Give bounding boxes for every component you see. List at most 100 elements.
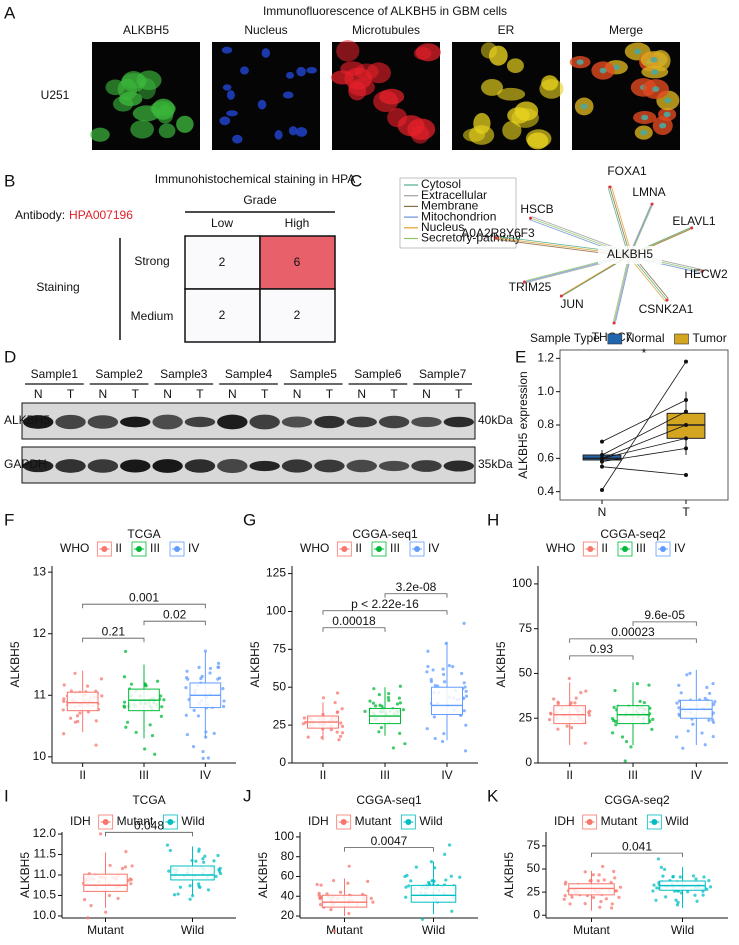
jitter-point	[129, 878, 133, 882]
panel-letter: C	[350, 171, 362, 190]
chart-title: TCGA	[127, 527, 160, 541]
jitter-point	[377, 693, 381, 697]
y-tick-label: 12.0	[33, 826, 57, 840]
jitter-point	[335, 730, 339, 734]
jitter-point	[165, 843, 170, 847]
size-label: 40kDa	[478, 413, 513, 427]
jitter-point	[315, 882, 319, 887]
blot-band	[281, 459, 313, 473]
nucleus	[576, 59, 584, 65]
legend-label: Wild	[665, 814, 688, 828]
y-tick-label: 11	[34, 687, 47, 701]
blot-band	[152, 414, 183, 430]
jitter-point	[159, 714, 164, 718]
blot-band	[378, 460, 410, 472]
point	[600, 459, 604, 464]
y-tick-label: 11.5	[34, 847, 57, 861]
blot-band	[443, 416, 475, 428]
blot-band	[217, 414, 248, 430]
blot-band	[411, 416, 442, 428]
legend-dot	[101, 546, 108, 552]
jitter-point	[596, 879, 600, 883]
box	[568, 883, 615, 896]
jitter-point	[441, 672, 446, 677]
jitter-point	[201, 857, 205, 861]
p-value: 0.93	[590, 642, 614, 656]
jitter-point	[647, 683, 651, 687]
jitter-point	[197, 882, 201, 886]
jitter-point	[122, 700, 127, 704]
jitter-point	[78, 711, 82, 715]
network-edge	[630, 202, 654, 254]
jitter-point	[346, 881, 350, 885]
legend-label: Membrane	[421, 199, 479, 213]
jitter-point	[568, 902, 572, 906]
jitter-point	[62, 697, 66, 701]
jitter-point	[116, 896, 120, 901]
blot-band	[87, 459, 119, 473]
legend-label: Wild	[419, 814, 442, 828]
jitter-point	[94, 719, 98, 723]
jitter-point	[386, 695, 391, 700]
jitter-point	[337, 738, 341, 742]
y-tick-label: 75	[527, 838, 541, 852]
legend-label: II	[601, 541, 608, 555]
node-label: CSNK2A1	[639, 302, 694, 316]
panel-letter: F	[4, 510, 14, 529]
antibody-label: Antibody:	[15, 208, 65, 222]
legend-label: Wild	[181, 814, 204, 828]
nucleus	[652, 86, 660, 92]
legend-dot	[376, 546, 382, 552]
legend-dot	[414, 546, 421, 552]
jitter-point	[150, 733, 155, 738]
jitter-point	[185, 732, 189, 737]
jitter-point	[208, 671, 212, 675]
jitter-point	[338, 734, 343, 738]
network-edge	[609, 186, 631, 256]
jitter-point	[462, 709, 466, 713]
cell	[473, 112, 491, 135]
x-tick-label: Wild	[671, 923, 694, 937]
jitter-point	[579, 691, 583, 695]
jitter-point	[612, 718, 616, 723]
lane-label: N	[99, 387, 108, 401]
legend-dot	[102, 819, 109, 825]
jitter-point	[708, 885, 713, 889]
cell	[497, 87, 526, 101]
comparison-bracket	[569, 655, 634, 660]
jitter-point	[123, 865, 128, 869]
jitter-point	[94, 743, 98, 747]
jitter-point	[201, 750, 205, 754]
jitter-point	[321, 696, 326, 700]
jitter-point	[442, 732, 446, 736]
comparison-bracket	[143, 620, 206, 626]
lane-label: T	[390, 387, 398, 401]
jitter-point	[414, 865, 418, 869]
network-edge	[613, 254, 631, 324]
legend-label: III	[636, 541, 646, 555]
y-tick-label: 10	[33, 749, 47, 763]
cell	[507, 107, 530, 124]
nucleus	[599, 67, 607, 74]
x-tick-label: III	[139, 768, 149, 782]
legend-label: Normal	[626, 331, 665, 345]
nucleus	[650, 56, 658, 63]
jitter-point	[462, 681, 466, 685]
lane-label: N	[293, 387, 302, 401]
y-tick-label: 100	[512, 576, 532, 590]
blot-band	[314, 459, 345, 473]
jitter-point	[433, 683, 437, 688]
lane-label: N	[163, 387, 172, 401]
blot-band	[120, 459, 151, 473]
jitter-point	[403, 742, 407, 746]
blot-band	[120, 416, 151, 428]
jitter-point	[460, 671, 464, 676]
p-value: 0.041	[622, 839, 652, 853]
jitter-point	[331, 878, 336, 883]
jitter-point	[178, 885, 183, 889]
jitter-point	[398, 701, 403, 705]
y-tick-label: 75	[519, 621, 533, 635]
point	[684, 473, 688, 477]
jitter-point	[552, 697, 556, 701]
jitter-point	[707, 879, 711, 883]
